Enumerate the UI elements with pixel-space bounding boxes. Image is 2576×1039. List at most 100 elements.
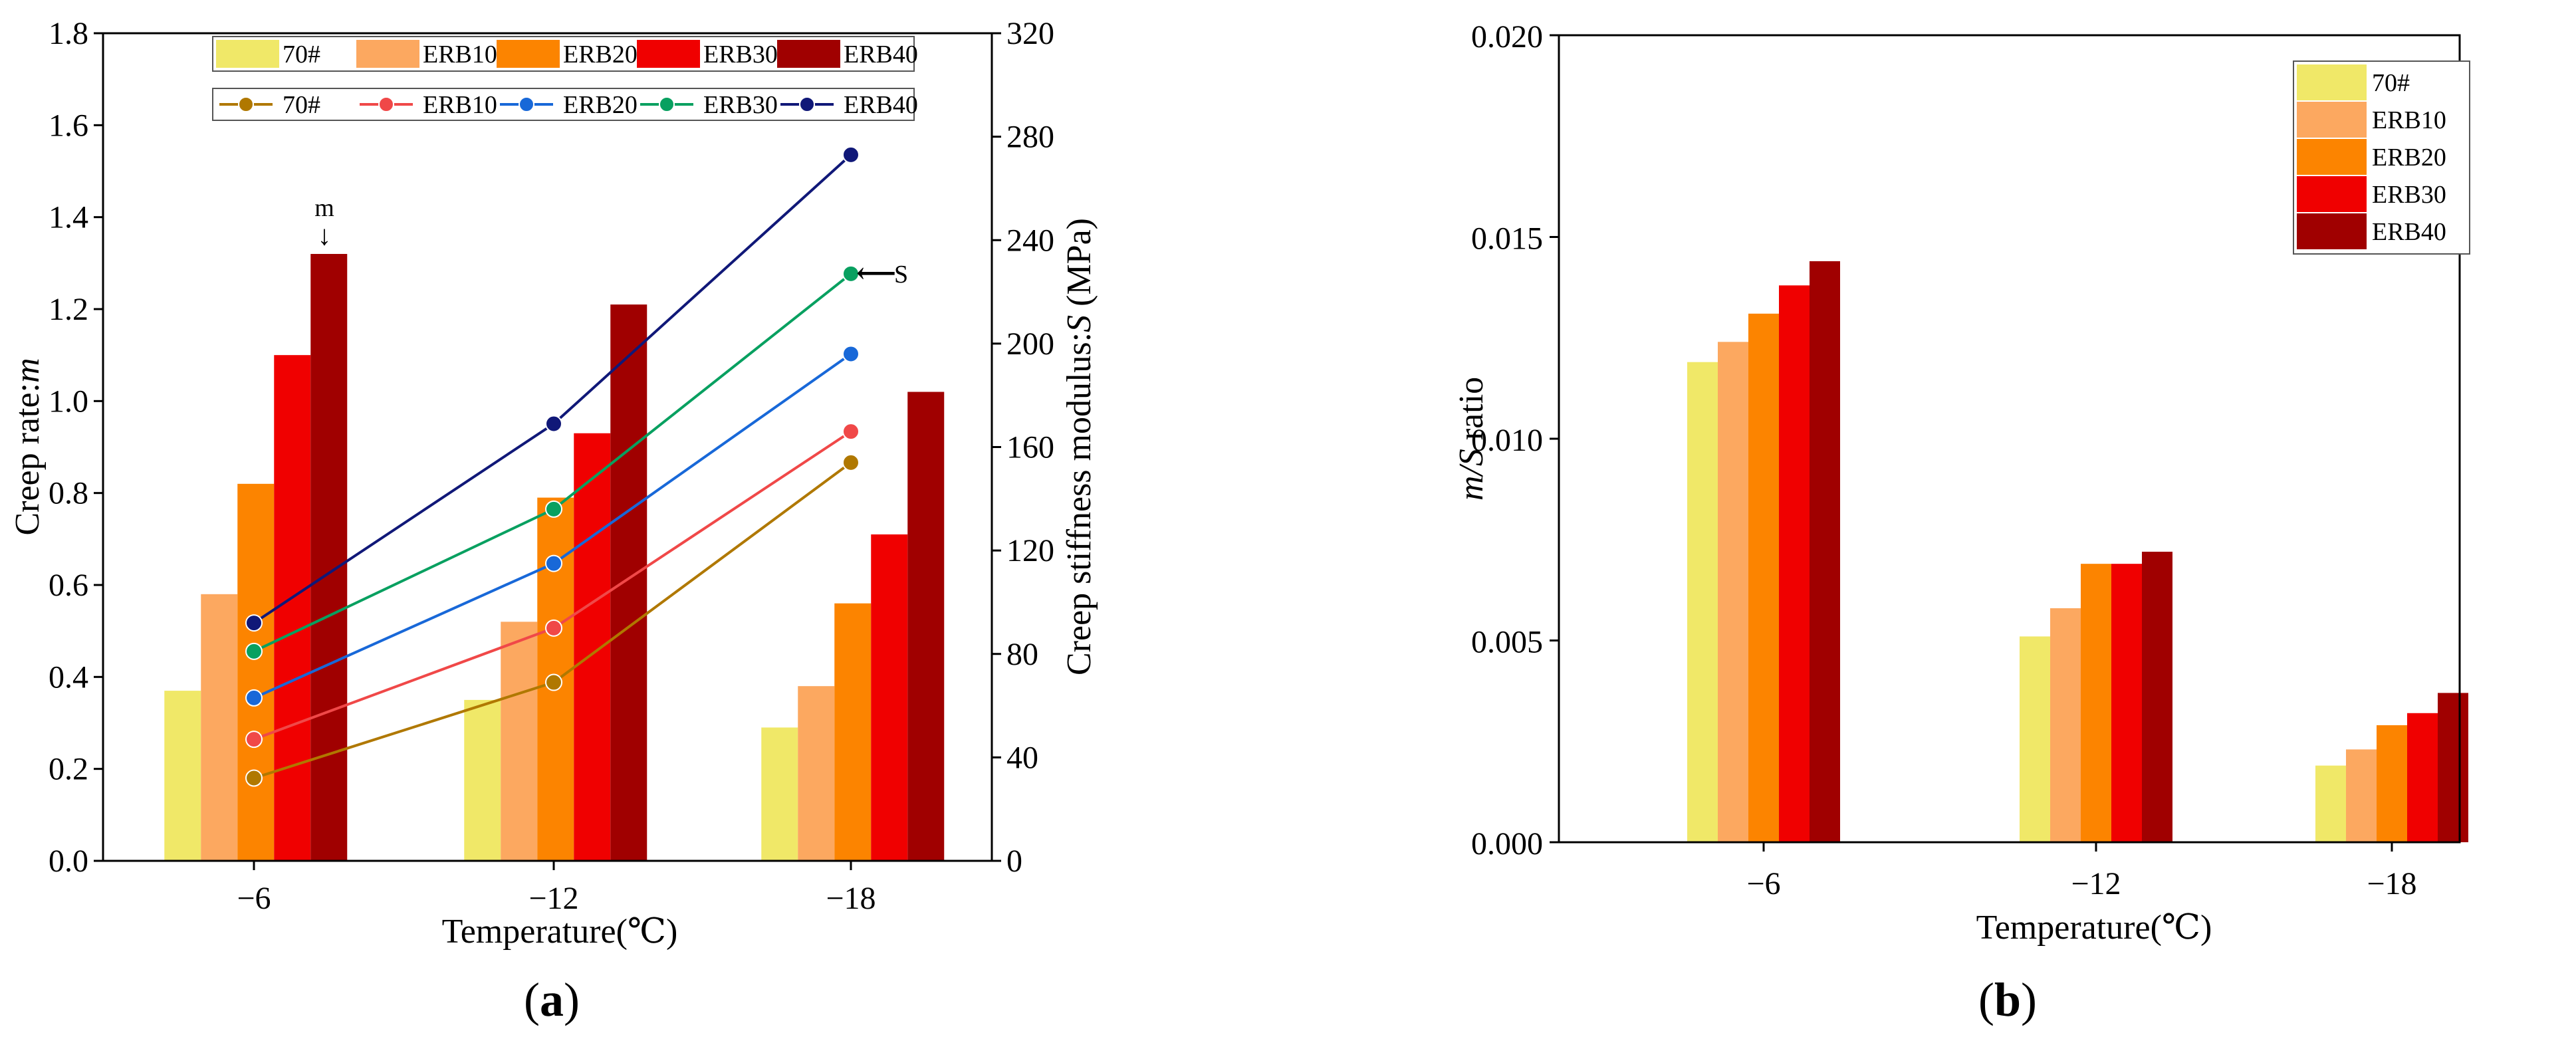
point-a-erb10-2 — [842, 423, 860, 441]
point-a-70-0 — [245, 769, 263, 787]
legend-b-label-erb10: ERB10 — [2372, 106, 2446, 134]
bar-a-70-1 — [464, 699, 501, 861]
tick-label-a-right-3: 120 — [1006, 533, 1054, 568]
bar-b-erb10-1 — [2050, 608, 2081, 842]
annotation-s-label: S — [894, 261, 908, 289]
tick-label-a-x-1: −12 — [528, 881, 578, 916]
panel-b-ticks: 0.000 0.005 0.010 0.015 0.020 −6 −12 −18 — [1471, 19, 2417, 901]
panel-a-bars — [164, 254, 945, 861]
bar-a-erb30-0 — [274, 355, 311, 861]
bar-a-erb20-0 — [237, 483, 275, 861]
tick-label-a-left-8: 1.6 — [49, 108, 88, 143]
bar-b-erb30-1 — [2111, 564, 2142, 842]
tick-label-a-left-5: 1.0 — [49, 384, 88, 419]
tick-label-b-x-2: −18 — [2367, 866, 2416, 901]
panel-a-lines — [245, 146, 860, 787]
legend-a-bar-label-erb40: ERB40 — [844, 41, 918, 68]
tick-label-b-y-3: 0.015 — [1471, 221, 1543, 257]
tick-label-b-y-1: 0.005 — [1471, 625, 1543, 660]
tick-label-b-x-0: −6 — [1746, 866, 1780, 901]
bar-b-erb40-0 — [1810, 261, 1840, 842]
tick-label-a-x-2: −18 — [826, 881, 876, 916]
legend-a-bar-swatch-erb40 — [777, 40, 840, 68]
panel-b-label: (b) — [1978, 973, 2037, 1026]
tick-label-b-x-1: −12 — [2071, 866, 2121, 901]
legend-a-marker-erb20 — [519, 96, 534, 112]
point-a-erb10-0 — [245, 731, 263, 749]
tick-label-a-left-3: 0.6 — [49, 568, 88, 603]
annotation-m-label: m — [314, 194, 334, 222]
legend-a-line-label-erb10: ERB10 — [423, 91, 497, 119]
bar-a-70-2 — [761, 727, 798, 861]
panel-a-ticks: 0.0 0.2 0.4 0.6 0.8 1.0 1.2 1.4 1.6 1.8 0 40 80 120 16… — [49, 16, 1054, 916]
legend-a-bar-label-70: 70# — [283, 41, 320, 68]
point-a-erb30-1 — [545, 500, 562, 518]
bar-b-erb10-0 — [1718, 342, 1748, 842]
tick-label-b-y-2: 0.010 — [1471, 423, 1543, 458]
tick-label-a-left-9: 1.8 — [49, 16, 88, 51]
legend-b-swatch-erb40 — [2297, 213, 2367, 249]
annotation-m-arrow-icon: ↓ — [318, 221, 332, 251]
point-a-erb20-0 — [245, 689, 263, 707]
legend-a-bar-swatch-70 — [216, 40, 279, 68]
tick-label-a-left-7: 1.4 — [49, 200, 88, 235]
legend-a-line-label-erb30: ERB30 — [703, 91, 778, 119]
legend-a-marker-erb30 — [659, 96, 675, 112]
legend-b-label-erb30: ERB30 — [2372, 181, 2446, 209]
bar-b-erb40-1 — [2142, 551, 2172, 842]
point-a-erb20-1 — [545, 554, 562, 572]
point-a-70-1 — [545, 673, 562, 691]
legend-b-swatch-70 — [2297, 64, 2367, 100]
panel-b: 0.000 0.005 0.010 0.015 0.020 −6 −12 −18 m/S ra… — [1453, 19, 2470, 1026]
tick-label-a-right-5: 200 — [1006, 326, 1054, 362]
bar-a-erb10-0 — [201, 594, 238, 861]
panel-b-legend: 70# ERB10 ERB20 ERB30 ERB40 — [2293, 60, 2470, 255]
point-a-erb40-2 — [842, 146, 860, 164]
panel-a: 0.0 0.2 0.4 0.6 0.8 1.0 1.2 1.4 1.6 1.8 0 40 80 120 16… — [9, 16, 1098, 1026]
legend-a-line-label-erb40: ERB40 — [844, 91, 918, 119]
tick-label-a-right-7: 280 — [1006, 120, 1054, 155]
bar-b-erb40-2 — [2438, 693, 2468, 842]
tick-label-a-left-6: 1.2 — [49, 292, 88, 327]
tick-label-a-left-0: 0.0 — [49, 844, 88, 879]
legend-b-swatch-erb30 — [2297, 176, 2367, 212]
tick-label-b-y-0: 0.000 — [1471, 826, 1543, 862]
point-a-70-2 — [842, 453, 860, 471]
legend-b-swatch-erb20 — [2297, 139, 2367, 175]
point-a-erb30-0 — [245, 642, 263, 660]
bar-b-erb30-0 — [1779, 285, 1810, 843]
legend-a-bar-swatch-erb20 — [497, 40, 560, 68]
tick-label-a-right-2: 80 — [1006, 637, 1038, 672]
bar-a-erb40-2 — [907, 392, 945, 861]
legend-a-marker-erb40 — [799, 96, 815, 112]
panel-a-xlabel: Temperature(℃) — [442, 913, 678, 951]
bar-a-erb10-2 — [798, 686, 835, 861]
legend-a-bar-swatch-erb30 — [637, 40, 700, 68]
bar-a-erb30-1 — [574, 433, 611, 861]
legend-b-label-erb40: ERB40 — [2372, 218, 2446, 246]
tick-label-a-left-4: 0.8 — [49, 476, 88, 511]
tick-label-b-y-4: 0.020 — [1471, 19, 1543, 55]
legend-a-marker-erb10 — [378, 96, 394, 112]
point-a-erb20-2 — [842, 345, 860, 363]
tick-label-a-right-6: 240 — [1006, 223, 1054, 258]
bar-b-70-2 — [2315, 765, 2346, 842]
bar-a-erb20-2 — [834, 603, 872, 861]
bar-b-erb20-0 — [1748, 313, 1779, 843]
tick-label-a-right-0: 0 — [1006, 844, 1022, 879]
legend-a-line-label-erb20: ERB20 — [563, 91, 638, 119]
point-a-erb10-1 — [545, 619, 562, 637]
bar-b-70-0 — [1687, 362, 1718, 842]
panel-a-label: (a) — [524, 973, 580, 1026]
panel-a-line-legend: 70# ERB10 ERB20 ERB30 ERB40 — [212, 88, 918, 121]
legend-a-bar-label-erb30: ERB30 — [703, 41, 778, 68]
panel-b-ylabel: m/S ratio — [1453, 377, 1490, 501]
tick-label-a-left-2: 0.4 — [49, 659, 88, 695]
legend-a-bar-label-erb10: ERB10 — [423, 41, 497, 68]
legend-b-label-erb20: ERB20 — [2372, 144, 2446, 172]
tick-label-a-x-0: −6 — [237, 881, 271, 916]
panel-b-bars — [1687, 261, 2468, 843]
tick-label-a-right-4: 160 — [1006, 430, 1054, 465]
